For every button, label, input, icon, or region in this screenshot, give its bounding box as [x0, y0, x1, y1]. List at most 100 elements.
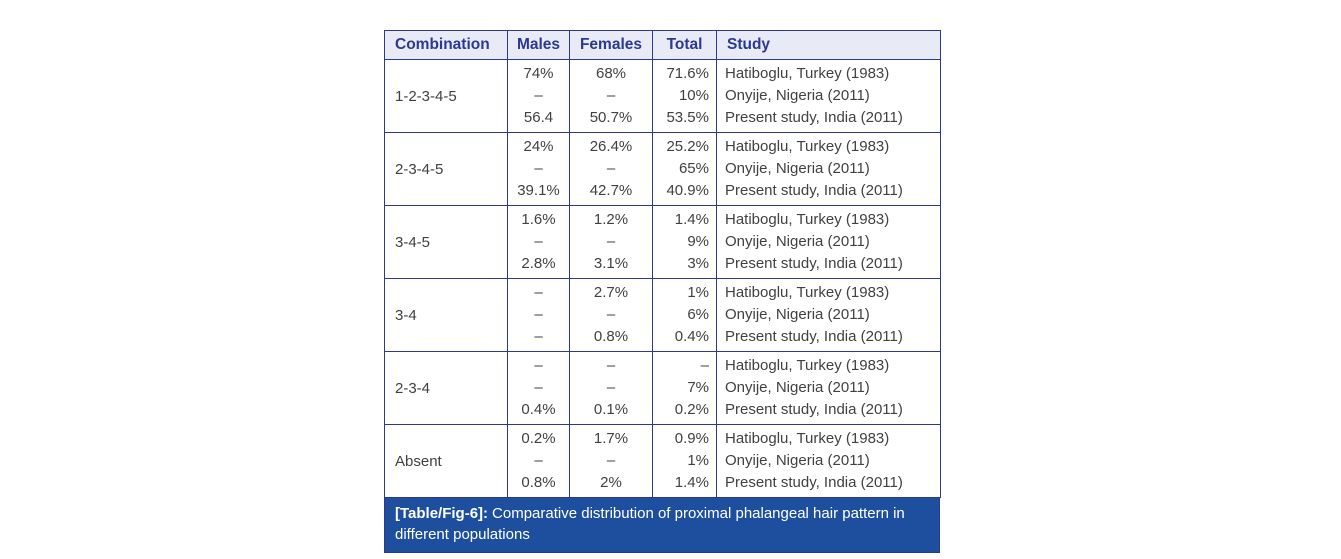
total-cell: 71.6% 10% 53.5%	[652, 59, 717, 133]
females-value: 1.2%	[593, 211, 629, 228]
caption-text: Comparative distribution of proximal pha…	[395, 505, 905, 543]
total-value: 3%	[687, 255, 709, 272]
females-value: 2.7%	[593, 284, 629, 301]
males-value: 0.2%	[521, 430, 556, 447]
females-value: –	[606, 306, 616, 323]
females-cell: 68% – 50.7%	[569, 59, 653, 133]
females-value: –	[606, 160, 616, 177]
males-cell: 0.2% – 0.8%	[507, 424, 570, 498]
females-cell: 26.4% – 42.7%	[569, 132, 653, 206]
study-cell: Hatiboglu, Turkey (1983) Onyije, Nigeria …	[716, 424, 941, 498]
study-reference: Present study, India (2011)	[725, 182, 903, 199]
males-value: –	[534, 284, 543, 301]
study-reference: Hatiboglu, Turkey (1983)	[725, 138, 890, 155]
study-reference: Present study, India (2011)	[725, 401, 903, 418]
males-value: –	[534, 328, 543, 345]
table-header: Combination Males Females Total Study	[384, 30, 941, 60]
total-value: 1.4%	[674, 474, 709, 491]
females-cell: 1.7% – 2%	[569, 424, 653, 498]
females-value: –	[606, 357, 616, 374]
females-cell: – – 0.1%	[569, 351, 653, 425]
table-row: Absent 0.2% – 0.8% 1.7% – 2% 0.9% 1% 1.4% Hatibogl…	[384, 424, 941, 498]
total-cell: 1% 6% 0.4%	[652, 278, 717, 352]
study-reference: Present study, India (2011)	[725, 328, 903, 345]
females-value: 26.4%	[589, 138, 633, 155]
table-caption: [Table/Fig-6]: Comparative distribution o…	[384, 498, 940, 553]
study-cell: Hatiboglu, Turkey (1983) Onyije, Nigeria …	[716, 278, 941, 352]
total-value: 1%	[687, 284, 709, 301]
females-cell: 2.7% – 0.8%	[569, 278, 653, 352]
total-value: 65%	[678, 160, 709, 177]
females-value: –	[606, 87, 616, 104]
comparative-table-figure: Combination Males Females Total Study 1-…	[384, 30, 941, 553]
males-cell: 24% – 39.1%	[507, 132, 570, 206]
total-value: 40.9%	[666, 182, 709, 199]
males-value: –	[534, 357, 543, 374]
study-reference: Onyije, Nigeria (2011)	[725, 306, 870, 323]
total-value: 1%	[687, 452, 709, 469]
males-cell: 1.6% – 2.8%	[507, 205, 570, 279]
column-header-females: Females	[569, 30, 653, 60]
caption-label: [Table/Fig-6]:	[395, 505, 489, 522]
males-value: 56.4	[523, 109, 554, 126]
column-header-males: Males	[507, 30, 570, 60]
males-value: –	[534, 379, 543, 396]
females-value: –	[606, 379, 616, 396]
combination-cell: 1-2-3-4-5	[384, 59, 508, 133]
males-value: –	[534, 233, 543, 250]
total-value: 0.9%	[674, 430, 709, 447]
females-value: 3.1%	[593, 255, 629, 272]
table-row: 3-4 – – – 2.7% – 0.8% 1% 6% 0.4% Hatiboglu, Turkey…	[384, 278, 941, 352]
table-body: 1-2-3-4-5 74% – 56.4 68% – 50.7% 71.6% 10% 53.5% H…	[384, 59, 941, 498]
study-reference: Hatiboglu, Turkey (1983)	[725, 65, 890, 82]
total-value: 0.2%	[674, 401, 709, 418]
total-value: 0.4%	[674, 328, 709, 345]
males-value: 1.6%	[521, 211, 556, 228]
combination-cell: 3-4	[384, 278, 508, 352]
study-cell: Hatiboglu, Turkey (1983) Onyije, Nigeria …	[716, 59, 941, 133]
study-reference: Present study, India (2011)	[725, 474, 903, 491]
males-value: –	[534, 87, 543, 104]
males-value: 74%	[523, 65, 554, 82]
study-reference: Hatiboglu, Turkey (1983)	[725, 430, 890, 447]
column-header-total: Total	[652, 30, 717, 60]
females-value: 68%	[595, 65, 627, 82]
males-cell: 74% – 56.4	[507, 59, 570, 133]
females-value: 42.7%	[589, 182, 633, 199]
total-value: 25.2%	[666, 138, 709, 155]
total-cell: 1.4% 9% 3%	[652, 205, 717, 279]
study-reference: Onyije, Nigeria (2011)	[725, 160, 870, 177]
males-value: –	[534, 306, 543, 323]
study-reference: Onyije, Nigeria (2011)	[725, 233, 870, 250]
combination-cell: 3-4-5	[384, 205, 508, 279]
column-header-study: Study	[716, 30, 941, 60]
females-value: 0.1%	[593, 401, 629, 418]
total-cell: 25.2% 65% 40.9%	[652, 132, 717, 206]
males-cell: – – 0.4%	[507, 351, 570, 425]
males-value: –	[534, 160, 543, 177]
males-value: 24%	[523, 138, 554, 155]
total-value: 9%	[687, 233, 709, 250]
total-value: 6%	[687, 306, 709, 323]
males-value: 0.8%	[521, 474, 556, 491]
total-cell: – 7% 0.2%	[652, 351, 717, 425]
study-reference: Present study, India (2011)	[725, 109, 903, 126]
combination-cell: Absent	[384, 424, 508, 498]
combination-cell: 2-3-4-5	[384, 132, 508, 206]
column-header-combination: Combination	[384, 30, 508, 60]
study-cell: Hatiboglu, Turkey (1983) Onyije, Nigeria …	[716, 132, 941, 206]
study-cell: Hatiboglu, Turkey (1983) Onyije, Nigeria …	[716, 205, 941, 279]
males-value: 2.8%	[521, 255, 556, 272]
total-cell: 0.9% 1% 1.4%	[652, 424, 717, 498]
table-row: 2-3-4-5 24% – 39.1% 26.4% – 42.7% 25.2% 65% 40.9%…	[384, 132, 941, 206]
total-value: 71.6%	[666, 65, 709, 82]
females-cell: 1.2% – 3.1%	[569, 205, 653, 279]
study-reference: Onyije, Nigeria (2011)	[725, 379, 870, 396]
total-value: 10%	[678, 87, 709, 104]
total-value: 53.5%	[666, 109, 709, 126]
total-value: 1.4%	[674, 211, 709, 228]
total-value: –	[700, 357, 709, 374]
comparative-table: Combination Males Females Total Study 1-…	[384, 30, 941, 498]
females-value: 1.7%	[593, 430, 629, 447]
males-value: –	[534, 452, 543, 469]
